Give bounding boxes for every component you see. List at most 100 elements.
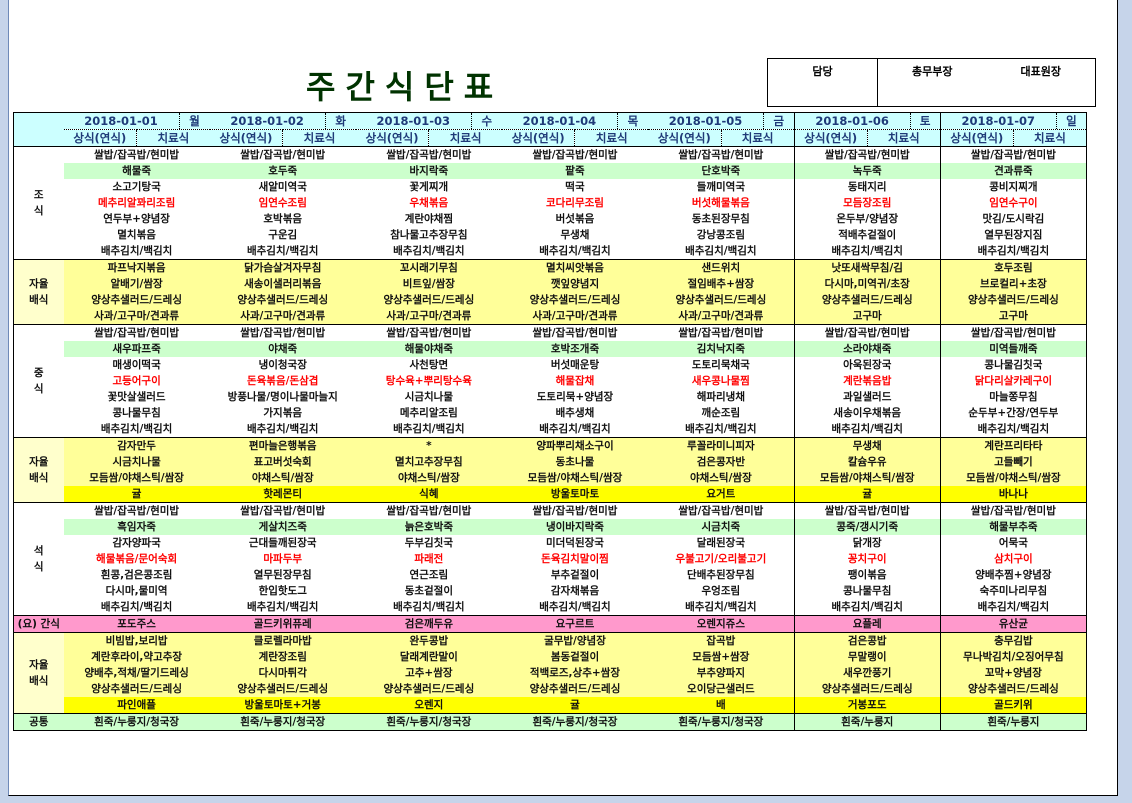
menu-item: 마파두부: [263, 553, 303, 565]
menu-item: 충무김밥: [940, 632, 1087, 649]
day-weekday: 월: [189, 114, 200, 128]
menu-item: 소고기탕국: [112, 181, 161, 193]
menu-item: 배추김치/백김치: [393, 423, 465, 435]
menu-item: 가지볶음: [263, 407, 303, 419]
breakfast-row: 메추리알꽈리조림 임연수조림 우채볶음 코다리무조림 버섯해물볶음 모듬장조림 임연수구이: [14, 195, 1087, 211]
menu-item: 꽃게찌개: [409, 181, 449, 193]
menu-item: 요구르트: [501, 615, 649, 633]
menu-item: 비트잎/쌈장: [355, 276, 502, 292]
menu-item: 양상추샐러드/드레싱: [63, 681, 210, 697]
menu-item: 양배추찜+양념장: [975, 569, 1052, 581]
dinner-row: 배추김치/백김치 배추김치/백김치 배추김치/백김치 배추김치/백김치 배추김치/백김치…: [14, 599, 1087, 616]
menu-item: 굴무밥/양념장: [501, 632, 649, 649]
menu-item: 계란프리타타: [940, 437, 1087, 454]
lunch-row: 배추김치/백김치 배추김치/백김치 배추김치/백김치 배추김치/백김치 배추김치/백김치…: [14, 421, 1087, 438]
menu-item: 닭다리살카레구이: [974, 375, 1053, 387]
menu-item: 흰죽/누룽지: [940, 713, 1087, 731]
lunch-row: 중 식 쌀밥/잡곡밥/현미밥 쌀밥/잡곡밥/현미밥 쌀밥/잡곡밥/현미밥 쌀밥/잡곡밥/현…: [13, 324, 1087, 438]
menu-item: 거봉포도: [794, 697, 941, 714]
day-date: 2018-01-03: [356, 113, 472, 129]
self-serve-afternoon-row: 자율 배식 감자만두 편마늘은행볶음 * 양파뿌리채소구이 루꼴라미니피자 무생채 계란프리타타: [13, 437, 1087, 503]
regular-diet-header: 상식(연식): [648, 129, 722, 147]
menu-item: 배추생채: [555, 407, 595, 419]
menu-item: 새송이우채볶음: [794, 405, 941, 421]
menu-item: 방풍나물/명이나물마늘지: [227, 391, 338, 403]
section-label-text: 자율: [29, 456, 49, 468]
dinner-row: 해물볶음/문어숙회 마파두부 파래전 돈육김치말이찜 우불고기/오리불고기 꽁치구이 삼치구…: [14, 551, 1087, 567]
menu-item: 닭개장: [794, 535, 941, 551]
regular-diet-header: 상식(연식): [63, 129, 138, 147]
day-date: 2018-01-06: [795, 113, 911, 129]
menu-item: 콩나물무침: [794, 583, 941, 599]
menu-item: 무말랭이: [794, 649, 941, 665]
menu-item: 배: [648, 697, 795, 714]
breakfast-row: 멸치볶음 구운김 참나물고추장무침 무생채 강낭콩조림 적배추겉절이 열무된장지짐: [14, 227, 1087, 243]
menu-item: 적배추겉절이: [794, 227, 941, 243]
menu-item: 김치낙지죽: [648, 341, 795, 357]
menu-item: 배추김치/백김치: [246, 245, 319, 257]
menu-item: 사과/고구마/견과류: [648, 308, 795, 325]
menu-item: 새우파프죽: [63, 341, 210, 357]
approval-general-affairs: 총무부장: [912, 65, 953, 78]
menu-item: 순두부+간장/연두부: [968, 407, 1059, 419]
menu-item: 부추겉절이: [550, 569, 600, 581]
menu-item: 새알미역국: [258, 181, 307, 193]
menu-item: 깻잎양념지: [501, 276, 649, 292]
menu-item: 모듬쌈/야채스틱/쌈장: [63, 470, 210, 486]
menu-item: 콩비지찌개: [989, 181, 1038, 193]
menu-item: 게살치즈죽: [209, 519, 356, 535]
menu-item: 달래된장국: [648, 535, 795, 551]
day-header: 2018-01-06 토: [794, 112, 941, 130]
dinner-row: 다시마,물미역 한입핫도그 동초겉절이 감자채볶음 우엉조림 콩나물무침 숙주미나리무침: [14, 583, 1087, 599]
menu-item: 양상추샐러드/드레싱: [501, 292, 649, 308]
menu-item: 고등어구이: [112, 375, 161, 387]
menu-item: 무생채: [794, 437, 941, 454]
menu-item: 사과/고구마/견과류: [63, 308, 210, 325]
menu-item: 근대들깨된장국: [248, 537, 317, 549]
self-serve-afternoon-row: 귤 핫레몬티 식혜 방울토마토 요거트 귤 바나나: [14, 486, 1087, 503]
menu-item: 미역들깨죽: [940, 341, 1087, 357]
menu-item: 멸치볶음: [117, 229, 156, 241]
menu-item: 파인애플: [63, 697, 210, 714]
dinner-row: 석 식 쌀밥/잡곡밥/현미밥 쌀밥/잡곡밥/현미밥 쌀밥/잡곡밥/현미밥 쌀밥/잡곡밥/현…: [13, 502, 1087, 616]
menu-item: 팽이볶음: [794, 567, 941, 583]
menu-item: 샌드위치: [648, 259, 795, 276]
weekly-menu-table: 2018-01-01 월 2018-01-02 화 2018-01-03 수 2018-01…: [13, 112, 1087, 731]
self-serve-evening-row: 양배추,적채/딸기드레싱 다시마튀각 고추+쌈장 적백로즈,상추+쌈장 부추양파지 새우깐…: [14, 665, 1087, 681]
night-snack-row: (요) 간식 포도주스 골드키위퓨레 검은깨두유 요구르트 오렌지쥬스 요플레 유산균: [13, 615, 1087, 633]
menu-item: 배추김치/백김치: [539, 245, 611, 257]
menu-item: 버섯매운탕: [550, 359, 600, 371]
day-header: 2018-01-01 월: [63, 112, 210, 130]
menu-item: 모듬쌈/야채스틱/쌈장: [501, 470, 649, 486]
menu-item: 배추김치/백김치: [794, 421, 941, 438]
menu-item: 강낭콩조림: [648, 227, 795, 243]
menu-item: 배추김치/백김치: [648, 243, 795, 260]
menu-item: 귤: [794, 486, 941, 503]
menu-item: 고구마: [940, 308, 1087, 325]
section-label-text: 중: [33, 367, 44, 379]
menu-item: 흰죽/누룽지/청국장: [501, 713, 649, 731]
menu-item: 표고버섯숙회: [209, 454, 356, 470]
menu-item: 사과/고구마/견과류: [209, 308, 356, 325]
lunch-row: 새우파프죽 야채죽 해물야채죽 호박조개죽 김치낙지죽 소라야채죽 미역들깨죽: [14, 341, 1087, 357]
menu-item: 골드키위: [940, 697, 1087, 714]
menu-item: 도토리묵채국: [648, 357, 795, 373]
day-header: 2018-01-02 화: [209, 112, 356, 130]
menu-item: 쌀밥/잡곡밥/현미밥: [355, 502, 502, 519]
menu-item: 미더덕된장국: [545, 537, 604, 549]
menu-item: 늙은호박죽: [355, 519, 502, 535]
menu-item: 녹두죽: [794, 163, 941, 179]
menu-item: 바지락죽: [355, 163, 502, 179]
approval-executives: 총무부장 대표원장: [878, 59, 1095, 106]
menu-item: 쌀밥/잡곡밥/현미밥: [355, 324, 502, 341]
menu-item: 동태지리: [794, 179, 941, 195]
regular-diet-header: 상식(연식): [355, 129, 430, 147]
menu-item: 귤: [501, 697, 649, 714]
menu-item: 모듬쌈+쌈장: [648, 649, 795, 665]
menu-item: 절임배추+쌈장: [648, 276, 795, 292]
menu-item: 쌀밥/잡곡밥/현미밥: [63, 324, 210, 341]
menu-item: 배추김치/백김치: [100, 601, 173, 613]
menu-item: 양상추샐러드/드레싱: [209, 681, 356, 697]
menu-item: 양상추샐러드/드레싱: [940, 681, 1087, 697]
